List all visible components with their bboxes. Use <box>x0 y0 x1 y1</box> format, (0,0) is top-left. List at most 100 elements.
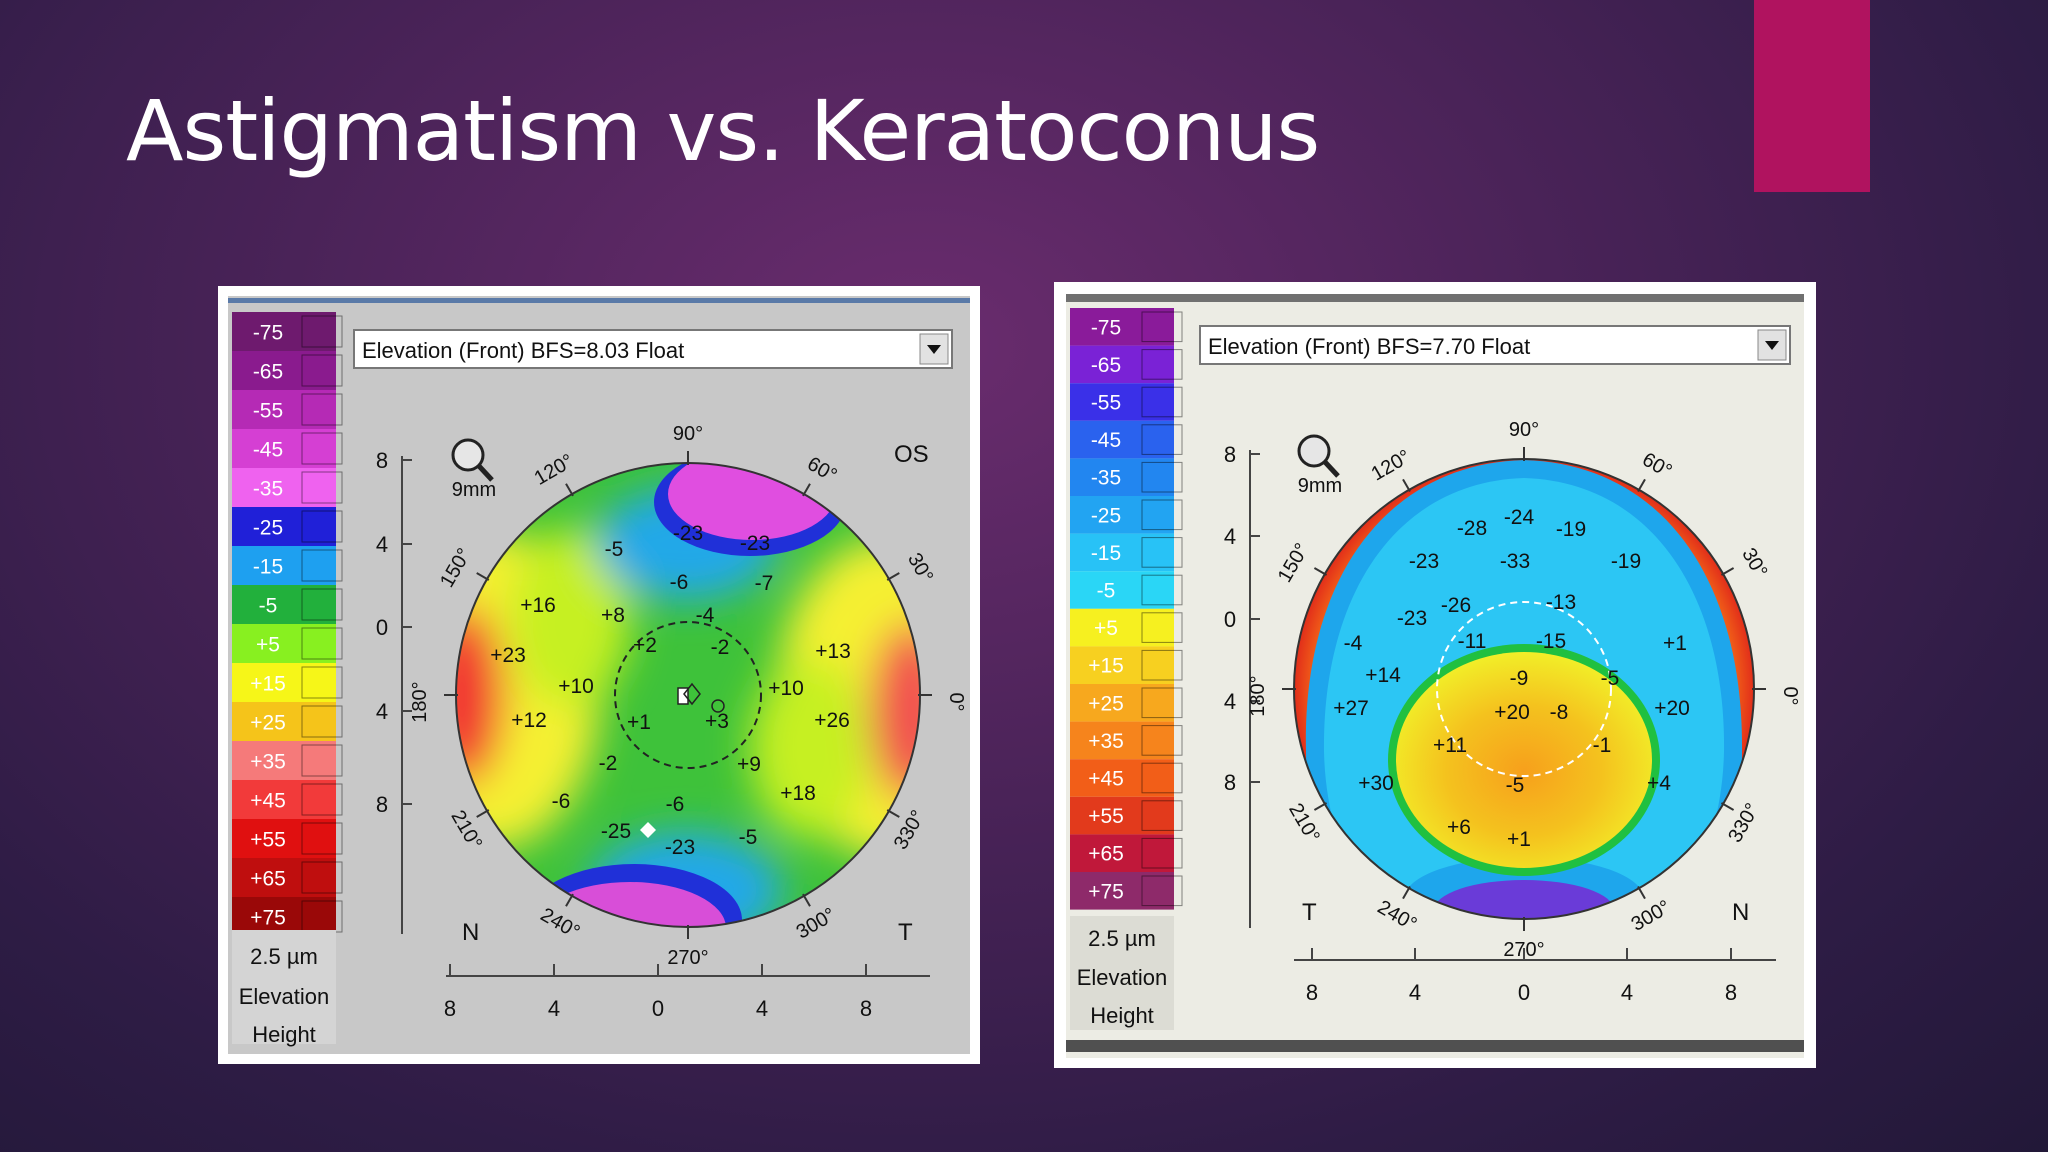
legend-row: +45 <box>232 780 343 819</box>
legend-row: +15 <box>232 663 343 702</box>
x-tick-label: 0 <box>652 996 664 1021</box>
legend-value: -75 <box>253 321 283 344</box>
legend-swatch <box>1070 608 1174 647</box>
map-value-label: -5 <box>739 826 758 849</box>
legend-row: -45 <box>1070 420 1183 459</box>
map-value-label: +20 <box>1654 697 1690 720</box>
angle-label: 90° <box>673 423 703 445</box>
map-value-label: -26 <box>1441 594 1471 617</box>
map-value-label: -6 <box>552 790 571 813</box>
map-value-label: -19 <box>1611 550 1641 573</box>
legend-value: +75 <box>1088 880 1124 903</box>
map-value-label: -15 <box>1536 630 1566 653</box>
nasal-label: N <box>1732 899 1749 926</box>
map-value-label: -25 <box>601 820 631 843</box>
angle-label: 270° <box>1503 939 1544 961</box>
temporal-label: T <box>898 919 913 946</box>
legend-swatch <box>1070 383 1174 421</box>
legend-swatch <box>1070 308 1174 346</box>
legend-value: +5 <box>1094 617 1118 640</box>
legend-row: +25 <box>232 702 343 741</box>
legend-row: +75 <box>232 897 343 936</box>
legend-swatch <box>232 546 336 585</box>
map-value-label: -5 <box>1506 774 1525 797</box>
legend-row: -5 <box>1070 571 1183 609</box>
legend-swatch <box>1070 834 1174 872</box>
legend-value: +75 <box>250 906 286 929</box>
map-selector-dropdown[interactable]: Elevation (Front) BFS=8.03 Float <box>353 329 953 369</box>
map-value-label: +16 <box>520 594 556 617</box>
map-value-label: +14 <box>1365 664 1401 687</box>
legend-swatch <box>232 624 336 663</box>
legend-swatch <box>1070 458 1174 496</box>
legend: -75 -65 -55 -45 -35 -25 -15 -5 +5 +15 +25 +35 +45 +55… <box>232 312 343 1047</box>
legend-swatch <box>232 312 336 351</box>
map-value-label: -23 <box>740 532 770 555</box>
elevation-map: 90°60°30°0°330°300°270°240°210°180°150°1… <box>1247 419 1801 961</box>
legend-swatch <box>232 507 336 546</box>
legend-value: +25 <box>250 711 286 734</box>
angle-label: 270° <box>667 947 708 969</box>
map-value-label: +11 <box>1433 734 1467 757</box>
keratoconus-map-figure: -75 -65 -55 -45 -35 -25 -15 -5 +5 +15 +25 +35 +45 +55… <box>1054 282 1816 1068</box>
legend-row: +15 <box>1070 646 1183 684</box>
legend-value: +45 <box>250 789 286 812</box>
zoom-label: 9mm <box>452 479 496 501</box>
legend-value: -35 <box>1091 467 1121 490</box>
legend-row: -15 <box>232 546 343 585</box>
zoom-magnifier-icon[interactable] <box>451 438 494 482</box>
legend-value: +35 <box>250 750 286 773</box>
legend-row: -35 <box>232 468 343 507</box>
map-value-label: -1 <box>1593 734 1612 757</box>
x-tick-label: 8 <box>860 996 872 1021</box>
legend-value: -45 <box>253 438 283 461</box>
map-value-label: -23 <box>1409 550 1439 573</box>
zoom-magnifier-icon[interactable] <box>1297 434 1340 478</box>
angle-label: 180° <box>1247 675 1269 716</box>
legend-row: +5 <box>232 624 343 663</box>
legend-row: -5 <box>232 585 343 624</box>
map-value-label: -6 <box>670 571 689 594</box>
legend-row: +55 <box>232 819 343 858</box>
legend-value: -25 <box>1091 504 1121 527</box>
y-tick-label: 4 <box>1224 689 1236 714</box>
map-value-label: +2 <box>633 634 657 657</box>
legend-row: +55 <box>1070 796 1183 835</box>
slide-title: Astigmatism vs. Keratoconus <box>126 82 1320 180</box>
y-tick-label: 4 <box>376 532 388 557</box>
x-tick-label: 4 <box>1409 980 1421 1005</box>
map-value-label: -4 <box>696 604 715 627</box>
chevron-down-icon <box>927 345 941 354</box>
map-value-label: -6 <box>666 793 685 816</box>
map-value-label: -19 <box>1556 518 1586 541</box>
dropdown-label: Elevation (Front) BFS=8.03 Float <box>362 338 684 363</box>
map-value-label: -23 <box>665 836 695 859</box>
map-value-label: +27 <box>1333 697 1369 720</box>
legend-row: +65 <box>232 858 343 897</box>
legend-value: -55 <box>1091 392 1121 415</box>
map-selector-dropdown[interactable]: Elevation (Front) BFS=7.70 Float <box>1199 325 1791 365</box>
legend-row: -45 <box>232 429 343 468</box>
legend-value: -65 <box>1091 354 1121 377</box>
legend: -75 -65 -55 -45 -35 -25 -15 -5 +5 +15 +25 +35 +45 +55… <box>1070 308 1183 1030</box>
map-value-label: -4 <box>1344 632 1363 655</box>
legend-row: -55 <box>1070 383 1183 421</box>
map-value-label: +10 <box>768 677 804 700</box>
zoom-label: 9mm <box>1298 475 1342 497</box>
legend-swatch <box>1070 571 1174 609</box>
y-axis: 8 4 0 4 8 <box>1224 442 1260 928</box>
map-value-label: -23 <box>673 522 703 545</box>
map-value-label: +1 <box>1663 632 1687 655</box>
elevation-map: 90°60°30°0°330°300°270°240°210°180°150°1… <box>409 423 967 969</box>
legend-value: -45 <box>1091 429 1121 452</box>
legend-swatch <box>1070 759 1174 797</box>
legend-row: +25 <box>1070 684 1183 722</box>
legend-row: +75 <box>1070 872 1183 910</box>
legend-row: -75 <box>1070 308 1183 346</box>
eye-label: OS <box>894 441 929 468</box>
y-tick-label: 8 <box>1224 770 1236 795</box>
legend-swatch <box>232 741 336 780</box>
legend-swatch <box>232 819 336 858</box>
y-tick-label: 0 <box>376 615 388 640</box>
legend-value: +55 <box>250 828 286 851</box>
